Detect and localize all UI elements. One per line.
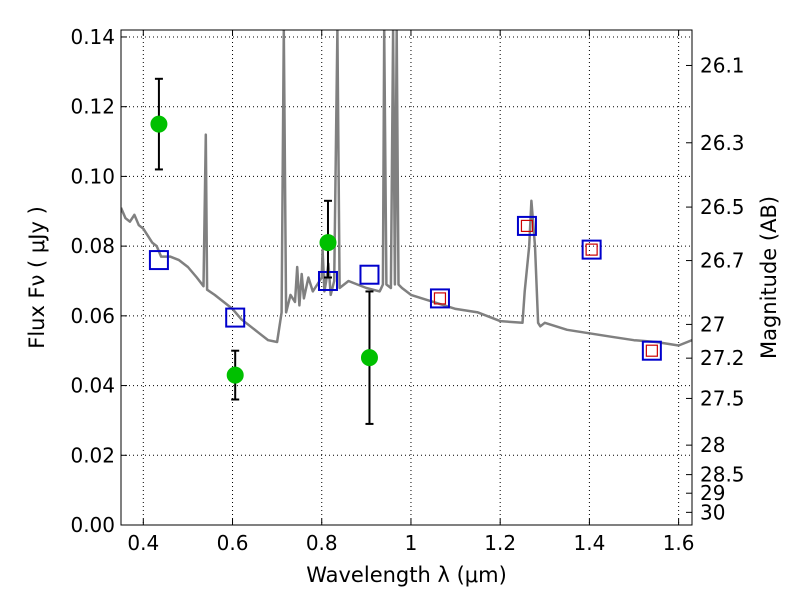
right-tick-label: 27.5 (700, 386, 745, 410)
grid-lines (121, 30, 692, 526)
right-tick-label: 26.3 (700, 131, 745, 155)
spectrum-line (121, 30, 692, 347)
right-tick-label: 26.5 (700, 195, 745, 219)
right-tick-label: 26.1 (700, 53, 745, 77)
spectrum-series (121, 30, 692, 347)
model-square-marker (581, 239, 602, 260)
model-inner-marker (645, 344, 658, 357)
x-tick-label: 0.8 (306, 531, 338, 555)
y-tick-label: 0.06 (70, 304, 115, 328)
y-tick-label: 0.10 (70, 164, 115, 188)
x-tick-label: 1.4 (573, 531, 605, 555)
y-tick-label: 0.08 (70, 234, 115, 258)
y-tick-label: 0.00 (70, 513, 115, 537)
model-inner-marker (585, 243, 598, 256)
right-tick-label: 28.5 (700, 463, 745, 487)
model-inner-marker (520, 219, 534, 233)
x-tick-label: 1 (405, 531, 418, 555)
x-tick-label: 0.6 (217, 531, 249, 555)
observed-point (150, 115, 168, 133)
observed-point (360, 349, 378, 367)
y-axis-label: Flux Fν ( μJy ) (25, 206, 49, 349)
model-square-marker (148, 250, 169, 271)
observed-points-series (150, 77, 378, 425)
model-square-marker (359, 264, 380, 285)
model-square-marker (516, 215, 537, 236)
right-axis-label: Magnitude (AB) (757, 196, 781, 359)
y-tick-label: 0.02 (70, 443, 115, 467)
axis-ticks: 0.4 0.6 0.8 1 1.2 1.4 1.6 0.00 0.02 0.04 0.06 0.08 0… (70, 25, 744, 555)
model-square-marker (429, 288, 450, 309)
right-tick-label: 29 (700, 481, 725, 505)
right-tick-label: 27.2 (700, 346, 745, 370)
model-inner-marker (433, 292, 447, 305)
model-square-marker (641, 340, 662, 361)
observed-point (226, 366, 244, 384)
plot-frame (120, 29, 693, 526)
model-photometry-series (148, 215, 662, 361)
x-tick-label: 1.6 (663, 531, 695, 555)
right-tick-label: 30 (700, 500, 725, 524)
x-tick-label: 1.2 (484, 531, 516, 555)
y-tick-label: 0.04 (70, 374, 115, 398)
right-tick-label: 28 (700, 433, 725, 457)
model-square-marker (225, 307, 246, 328)
y-tick-label: 0.12 (70, 95, 115, 119)
right-tick-label: 26.7 (700, 249, 745, 273)
right-tick-label: 27 (700, 312, 725, 336)
x-tick-label: 0.4 (127, 531, 159, 555)
observed-point (319, 234, 337, 252)
y-tick-label: 0.14 (70, 25, 115, 49)
x-axis-label: Wavelength λ (μm) (306, 563, 507, 587)
